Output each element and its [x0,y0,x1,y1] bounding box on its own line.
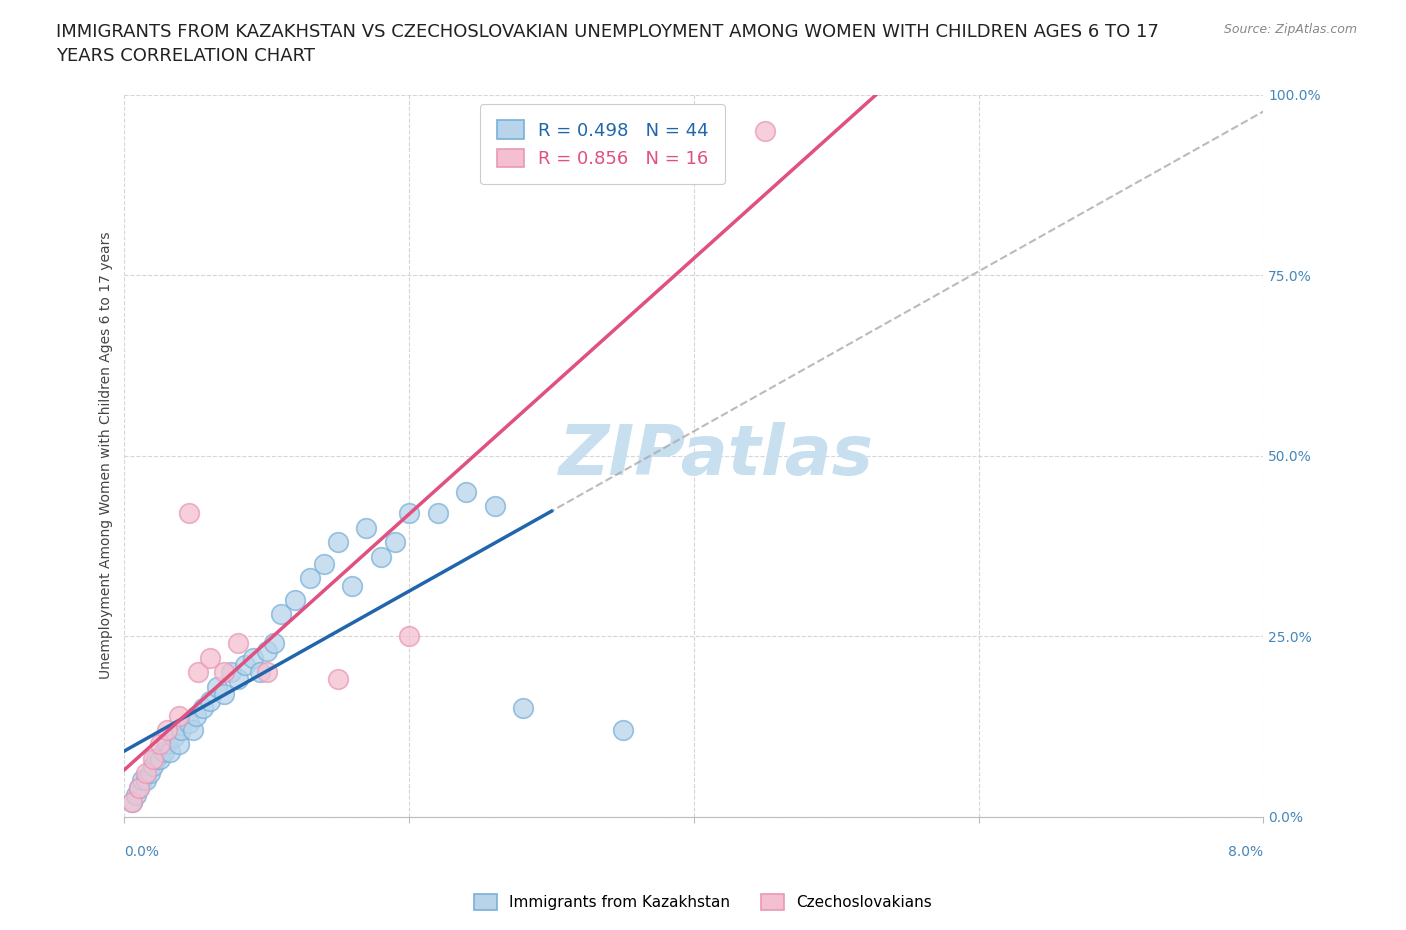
Text: 0.0%: 0.0% [125,845,159,859]
Point [191,701,214,716]
Point [398,506,420,521]
Point [312,556,335,571]
Point [326,535,349,550]
Point [284,592,307,607]
Y-axis label: Unemployment Among Women with Children Ages 6 to 17 years: Unemployment Among Women with Children A… [100,232,114,680]
Point [219,665,242,680]
Point [212,665,235,680]
Point [149,737,172,751]
Point [163,730,186,745]
Point [398,629,420,644]
Point [205,679,228,694]
Point [184,708,207,723]
Point [128,780,150,795]
Point [167,737,190,751]
Point [256,665,278,680]
Point [326,672,349,687]
Point [139,765,162,780]
Text: 8.0%: 8.0% [1227,845,1263,859]
Point [198,694,221,709]
Point [242,650,264,665]
Point [153,744,176,759]
Point [384,535,406,550]
Point [298,571,321,586]
Point [142,751,165,766]
Text: Source: ZipAtlas.com: Source: ZipAtlas.com [1223,23,1357,36]
Point [512,701,534,716]
Point [181,723,204,737]
Point [131,773,153,788]
Point [456,485,478,499]
Point [256,644,278,658]
Legend: Immigrants from Kazakhstan, Czechoslovakians: Immigrants from Kazakhstan, Czechoslovak… [467,886,939,918]
Point [249,665,271,680]
Legend: R = 0.498   N = 44, R = 0.856   N = 16: R = 0.498 N = 44, R = 0.856 N = 16 [481,104,725,184]
Point [270,607,292,622]
Point [145,751,167,766]
Point [156,737,179,751]
Point [228,636,250,651]
Point [159,744,181,759]
Point [135,765,157,780]
Point [754,124,776,139]
Point [142,759,165,774]
Point [612,723,634,737]
Point [370,550,392,565]
Point [426,506,449,521]
Point [170,723,193,737]
Point [177,715,200,730]
Point [263,636,285,651]
Point [121,794,143,809]
Point [135,773,157,788]
Point [167,708,190,723]
Point [356,521,378,536]
Point [484,498,506,513]
Point [228,672,250,687]
Point [198,650,221,665]
Point [121,794,143,809]
Point [156,723,179,737]
Text: IMMIGRANTS FROM KAZAKHSTAN VS CZECHOSLOVAKIAN UNEMPLOYMENT AMONG WOMEN WITH CHIL: IMMIGRANTS FROM KAZAKHSTAN VS CZECHOSLOV… [56,23,1159,65]
Point [149,751,172,766]
Point [125,788,148,803]
Text: ZIPatlas: ZIPatlas [560,422,875,489]
Point [187,665,209,680]
Point [177,506,200,521]
Point [128,780,150,795]
Point [235,658,257,672]
Point [342,578,364,593]
Point [212,686,235,701]
